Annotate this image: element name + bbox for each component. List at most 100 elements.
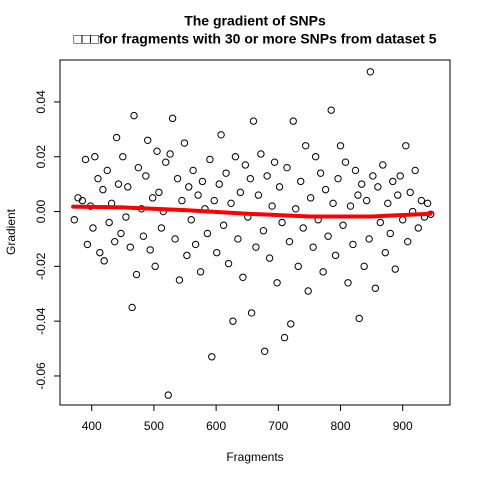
point xyxy=(99,185,107,194)
point xyxy=(126,243,134,251)
point xyxy=(384,199,392,208)
point xyxy=(153,147,161,155)
point xyxy=(275,183,284,191)
point xyxy=(210,196,218,205)
y-tick-label: -0.02 xyxy=(34,252,48,280)
point xyxy=(155,188,163,197)
point xyxy=(273,279,281,287)
point xyxy=(376,218,385,227)
point xyxy=(270,158,279,166)
point xyxy=(268,202,276,210)
point xyxy=(196,268,205,276)
point xyxy=(168,114,177,123)
point xyxy=(406,188,414,197)
point xyxy=(227,199,235,208)
point xyxy=(117,229,125,238)
point xyxy=(289,117,297,125)
point xyxy=(354,191,362,199)
point xyxy=(265,254,274,262)
point xyxy=(173,174,182,183)
point xyxy=(183,251,191,260)
point xyxy=(111,237,119,246)
point xyxy=(166,150,174,158)
point xyxy=(114,180,123,188)
point xyxy=(263,172,271,180)
point xyxy=(132,270,141,279)
point xyxy=(351,166,360,175)
point xyxy=(306,194,315,202)
y-axis-label: Gradient xyxy=(4,208,18,255)
point xyxy=(89,224,97,232)
point xyxy=(362,196,371,205)
point xyxy=(321,185,330,194)
y-tick-label: 0.04 xyxy=(34,90,48,114)
point xyxy=(139,232,148,240)
point xyxy=(208,353,216,361)
point xyxy=(287,320,295,328)
point xyxy=(144,136,152,144)
chart-subtitle: □□□for fragments with 30 or more SNPs fr… xyxy=(73,31,436,47)
x-tick-label: 900 xyxy=(393,419,413,433)
point xyxy=(206,155,214,164)
point xyxy=(304,287,312,295)
point xyxy=(369,172,377,180)
point xyxy=(224,259,233,268)
plot-box xyxy=(59,59,451,406)
point xyxy=(299,224,307,232)
point xyxy=(316,169,325,177)
point xyxy=(349,240,357,249)
x-tick-label: 400 xyxy=(82,419,102,433)
point xyxy=(81,155,90,164)
point xyxy=(70,216,79,224)
point xyxy=(386,229,394,238)
point xyxy=(360,262,368,271)
point xyxy=(215,180,223,188)
x-tick-label: 800 xyxy=(331,419,351,433)
point xyxy=(134,163,143,172)
point xyxy=(285,237,294,246)
point xyxy=(157,224,166,232)
point xyxy=(124,183,132,191)
point xyxy=(260,347,269,355)
point xyxy=(374,183,382,191)
point xyxy=(91,153,99,161)
point xyxy=(239,273,247,282)
point xyxy=(341,158,350,166)
point xyxy=(247,309,256,317)
point xyxy=(371,284,380,292)
point xyxy=(175,276,184,284)
point xyxy=(336,142,345,150)
point xyxy=(381,248,390,257)
chart-title: The gradient of SNPs xyxy=(184,13,326,29)
point xyxy=(331,251,340,260)
point xyxy=(252,243,260,251)
point xyxy=(324,232,332,240)
point xyxy=(396,172,404,180)
point xyxy=(301,142,310,150)
point xyxy=(329,199,337,208)
point xyxy=(231,153,240,161)
point xyxy=(142,172,150,180)
point xyxy=(241,161,250,169)
point xyxy=(366,68,375,76)
point xyxy=(379,161,387,169)
point xyxy=(339,221,347,229)
point xyxy=(294,262,302,271)
y-tick-label: 0.00 xyxy=(34,200,48,224)
point xyxy=(259,227,268,235)
point xyxy=(94,174,102,183)
point xyxy=(119,153,127,161)
point xyxy=(191,240,200,249)
point xyxy=(103,166,111,175)
point xyxy=(319,268,327,276)
point xyxy=(222,169,230,177)
x-tick-label: 600 xyxy=(206,419,226,433)
point xyxy=(344,279,352,287)
point xyxy=(402,142,410,150)
point xyxy=(404,237,412,246)
point xyxy=(394,191,402,199)
x-tick-label: 700 xyxy=(268,419,288,433)
y-tick-label: 0.02 xyxy=(34,145,48,169)
